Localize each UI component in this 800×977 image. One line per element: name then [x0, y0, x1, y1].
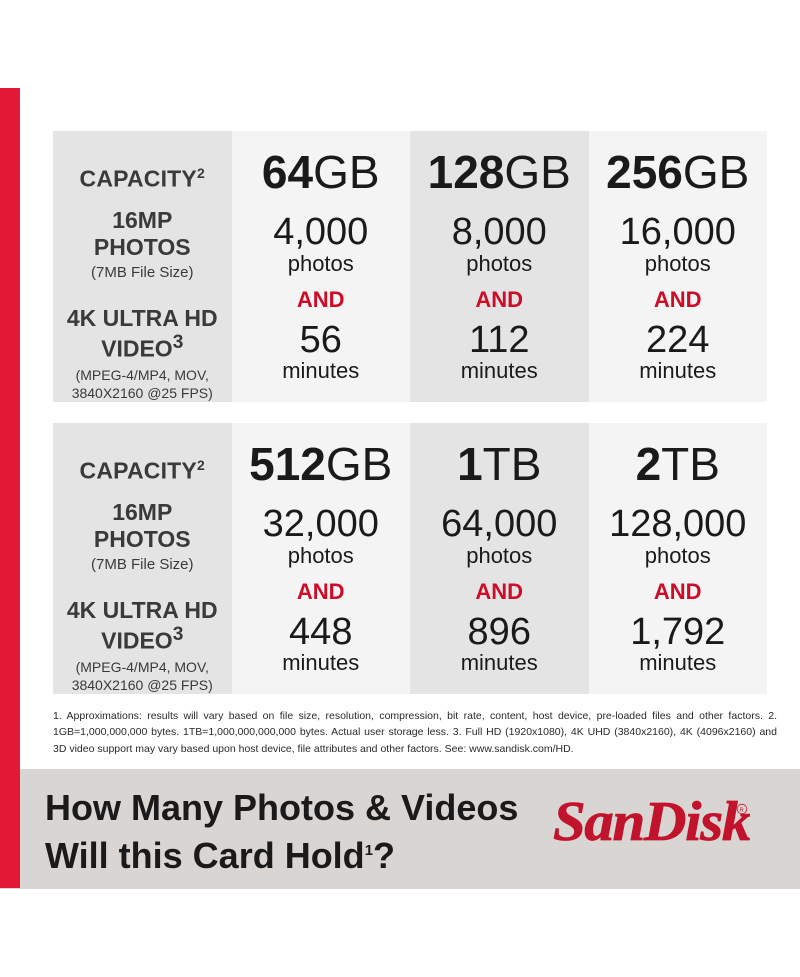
- svg-text:SanDisk: SanDisk: [553, 799, 750, 844]
- svg-text:R: R: [740, 808, 744, 814]
